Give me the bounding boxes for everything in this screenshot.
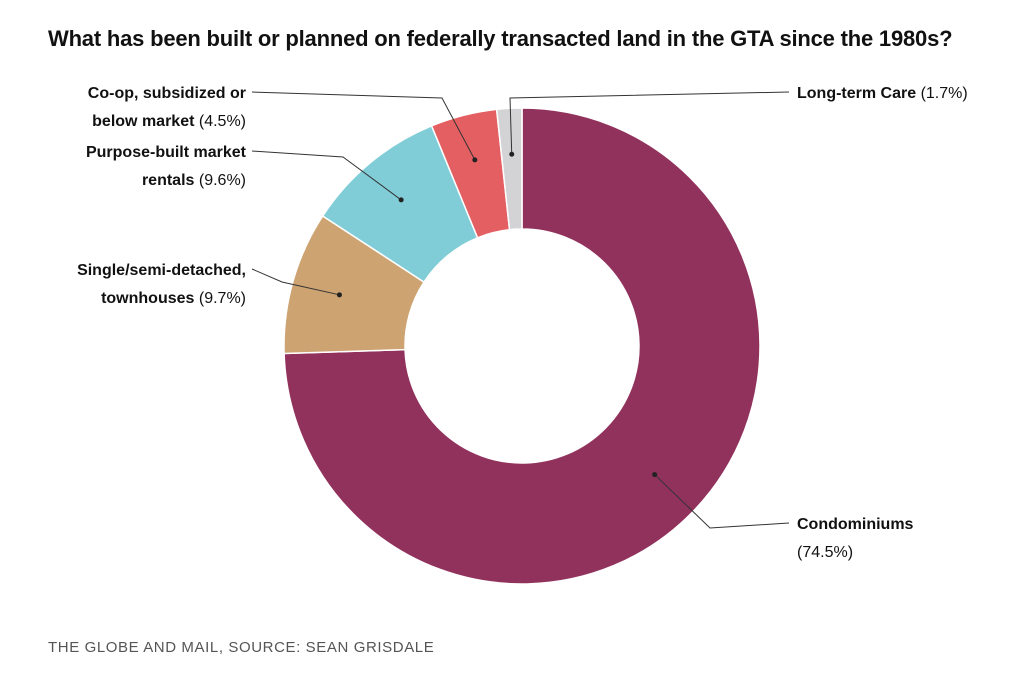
donut-slices bbox=[283, 107, 761, 585]
slice-label-purpose-built-market-rentals-line-1: Purpose-built market bbox=[86, 144, 247, 161]
slice-label-value: (9.6%) bbox=[194, 172, 246, 189]
leader-line-condominiums bbox=[654, 474, 790, 529]
slice-label-name: Purpose-built market bbox=[86, 144, 247, 161]
slice-label-name: below market bbox=[92, 113, 195, 130]
leader-dot-condominiums bbox=[652, 472, 658, 478]
slice-label-single-semi-detached-townhouses-line-2: townhouses (9.7%) bbox=[101, 290, 246, 307]
slice-label-co-op-subsidized-or-below-market-line-1: Co-op, subsidized or bbox=[88, 85, 246, 102]
slice-label-value: (4.5%) bbox=[194, 113, 246, 130]
slice-label-value: (1.7%) bbox=[916, 85, 968, 102]
leader-lines bbox=[251, 91, 790, 529]
slice-label-name: Long-term Care bbox=[797, 85, 916, 102]
leader-line-co-op-subsidized-or-below-market bbox=[251, 91, 476, 161]
leader-line-long-term-care bbox=[509, 91, 790, 155]
slice-long-term-care bbox=[495, 107, 523, 231]
slice-label-name: Co-op, subsidized or bbox=[88, 85, 246, 102]
leader-dot-co-op-subsidized-or-below-market bbox=[472, 157, 478, 163]
slice-label-long-term-care-line-1: Long-term Care (1.7%) bbox=[797, 85, 968, 102]
chart-title: What has been built or planned on federa… bbox=[48, 26, 953, 51]
slice-label-single-semi-detached-townhouses-line-1: Single/semi-detached, bbox=[77, 262, 246, 279]
slice-label-condominiums-line-1: Condominiums bbox=[797, 516, 914, 533]
source-credit: THE GLOBE AND MAIL, SOURCE: SEAN GRISDAL… bbox=[48, 639, 435, 656]
slice-condominiums bbox=[283, 107, 761, 585]
leader-dot-purpose-built-market-rentals bbox=[398, 197, 404, 203]
slice-label-co-op-subsidized-or-below-market-line-2: below market (4.5%) bbox=[92, 113, 246, 130]
slice-label-value: (74.5%) bbox=[797, 544, 853, 561]
slice-label-name: townhouses bbox=[101, 290, 194, 307]
slice-label-name: Condominiums bbox=[797, 516, 914, 533]
leader-dot-single-semi-detached-townhouses bbox=[336, 292, 342, 298]
slice-label-purpose-built-market-rentals-line-2: rentals (9.6%) bbox=[142, 172, 246, 189]
leader-dot-long-term-care bbox=[509, 151, 515, 157]
slice-label-name: rentals bbox=[142, 172, 195, 189]
leader-line-purpose-built-market-rentals bbox=[251, 150, 402, 201]
leader-line-single-semi-detached-townhouses bbox=[251, 268, 340, 296]
slice-labels: Condominiums (74.5%) Single/semi-detached,… bbox=[77, 85, 968, 561]
slice-label-name: Single/semi-detached, bbox=[77, 262, 246, 279]
slice-label-condominiums-line-2: (74.5%) bbox=[797, 544, 853, 561]
slice-label-value: (9.7%) bbox=[194, 290, 246, 307]
